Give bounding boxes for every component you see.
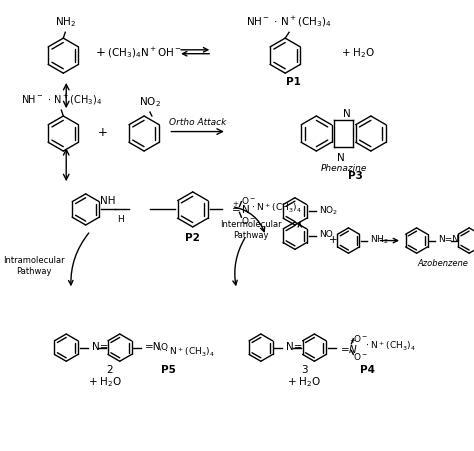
- Text: Ortho Attack: Ortho Attack: [169, 117, 226, 126]
- Text: N=: N=: [286, 341, 303, 351]
- Text: Intramolecular
Pathway: Intramolecular Pathway: [3, 256, 65, 275]
- Text: O$^-$: O$^-$: [353, 333, 368, 344]
- Text: NH$^-$ $\cdot$ N$^+$(CH$_3$)$_4$: NH$^-$ $\cdot$ N$^+$(CH$_3$)$_4$: [21, 92, 102, 107]
- Text: (CH$_3$)$_4$N$^+$OH$^-$: (CH$_3$)$_4$N$^+$OH$^-$: [107, 45, 182, 60]
- Text: =N: =N: [145, 341, 162, 351]
- Text: +: +: [95, 46, 105, 59]
- Text: NO$_2$: NO$_2$: [139, 95, 161, 109]
- Text: $\backslash$O: $\backslash$O: [157, 341, 168, 351]
- Text: $\cdot$ N$^+$(CH$_3$)$_4$: $\cdot$ N$^+$(CH$_3$)$_4$: [365, 339, 416, 353]
- Text: NH$_2$: NH$_2$: [55, 16, 76, 29]
- Text: O$^-$: O$^-$: [241, 214, 256, 225]
- Text: N=N: N=N: [438, 235, 459, 244]
- Text: P3: P3: [348, 171, 363, 181]
- Text: P1: P1: [285, 77, 301, 87]
- Text: 2: 2: [107, 364, 113, 374]
- Text: + H$_2$O: + H$_2$O: [287, 374, 322, 388]
- Text: 3: 3: [301, 364, 308, 374]
- Text: =$\overset{+}{N}$: =$\overset{+}{N}$: [340, 336, 358, 355]
- Text: N: N: [337, 153, 345, 163]
- Text: $\cdot$ N$^+$(CH$_3$)$_4$: $\cdot$ N$^+$(CH$_3$)$_4$: [164, 345, 214, 359]
- Text: NH$^-$ $\cdot$ N$^+$(CH$_3$)$_4$: NH$^-$ $\cdot$ N$^+$(CH$_3$)$_4$: [246, 15, 332, 29]
- Text: $\overset{+}{=}$N: $\overset{+}{=}$N: [229, 200, 250, 216]
- Text: O$^-$: O$^-$: [241, 195, 256, 206]
- Text: NH$_2$: NH$_2$: [370, 233, 389, 245]
- Text: +: +: [328, 234, 337, 244]
- Text: +: +: [97, 126, 107, 139]
- Text: NO$_2$: NO$_2$: [319, 204, 338, 216]
- Text: $\cdot$ N$^+$(CH$_3$)$_4$: $\cdot$ N$^+$(CH$_3$)$_4$: [251, 202, 302, 215]
- Text: + H$_2$O: + H$_2$O: [88, 374, 122, 388]
- Text: Phenazine: Phenazine: [320, 163, 367, 172]
- Text: O$^-$: O$^-$: [353, 350, 368, 361]
- Text: + H$_2$O: + H$_2$O: [341, 46, 375, 60]
- Text: NH: NH: [100, 195, 116, 205]
- Text: Intermolecular
Pathway: Intermolecular Pathway: [220, 220, 282, 239]
- Text: Azobenzene: Azobenzene: [418, 258, 468, 267]
- Text: P5: P5: [161, 364, 176, 374]
- Text: P2: P2: [185, 232, 200, 242]
- Text: H: H: [118, 215, 124, 224]
- Text: N: N: [343, 109, 350, 119]
- Text: NO: NO: [319, 230, 333, 239]
- Text: P4: P4: [360, 364, 375, 374]
- Text: N=: N=: [91, 341, 108, 351]
